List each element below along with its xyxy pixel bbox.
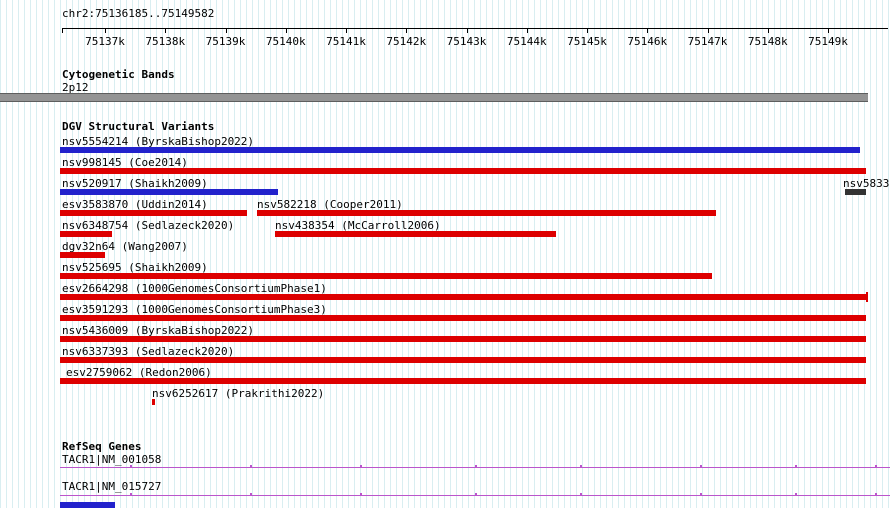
- variant-bar[interactable]: [275, 231, 556, 237]
- variant-bar[interactable]: [60, 315, 866, 321]
- variant-label[interactable]: nsv58331: [843, 177, 890, 190]
- variant-label[interactable]: nsv438354 (McCarroll2006): [275, 219, 441, 232]
- variant-bar-endcap: [866, 292, 868, 302]
- variant-bar[interactable]: [60, 336, 866, 342]
- ruler-tick-label: 75138k: [145, 35, 186, 48]
- gene-exon-mark: [360, 493, 362, 496]
- ruler-tick-label: 75149k: [808, 35, 848, 48]
- variant-bar[interactable]: [60, 168, 866, 174]
- ruler-tick-label: 75140k: [265, 35, 306, 48]
- ruler-tick: [225, 28, 227, 33]
- ruler-tick-label: 75137k: [85, 35, 125, 48]
- ruler-tick-label: 75145k: [567, 35, 607, 48]
- gene-exon-mark: [700, 465, 702, 468]
- variant-label[interactable]: esv3583870 (Uddin2014): [62, 198, 208, 211]
- variant-bar[interactable]: [60, 210, 247, 216]
- gene-exon-mark: [875, 465, 877, 468]
- ruler-tick: [647, 28, 649, 33]
- variant-label[interactable]: dgv32n64 (Wang2007): [62, 240, 188, 253]
- ruler-tick-label: 75141k: [326, 35, 366, 48]
- variant-label[interactable]: nsv5554214 (ByrskaBishop2022): [62, 135, 255, 148]
- ruler-tick-label: 75146k: [627, 35, 668, 48]
- ruler-tick: [285, 28, 287, 33]
- gene-label-nm001058[interactable]: TACR1|NM_001058: [62, 453, 162, 466]
- variant-label[interactable]: nsv525695 (Shaikh2009): [62, 261, 208, 274]
- variant-label[interactable]: nsv6252617 (Prakrithi2022): [152, 387, 325, 400]
- gene-exon-mark: [360, 465, 362, 468]
- variant-label[interactable]: nsv6337393 (Sedlazeck2020): [62, 345, 235, 358]
- gene-exon-mark: [795, 493, 797, 496]
- gene-exon-mark: [580, 493, 582, 496]
- variant-bar[interactable]: [60, 294, 866, 300]
- ruler-tick: [767, 28, 769, 33]
- ruler-tick: [62, 28, 63, 33]
- ruler-tick-label: 75144k: [506, 35, 547, 48]
- gene-exon-mark: [250, 493, 252, 496]
- variant-bar[interactable]: [845, 189, 866, 195]
- ruler-tick: [105, 28, 106, 33]
- variant-bar[interactable]: [60, 378, 866, 384]
- refseq-title: RefSeq Genes: [62, 440, 142, 453]
- cytoband-label: 2p12: [62, 81, 89, 94]
- gene-exon-mark: [130, 493, 132, 496]
- ruler-tick-label: 75147k: [687, 35, 728, 48]
- gene-exon-mark: [700, 493, 702, 496]
- variant-bar[interactable]: [60, 189, 278, 195]
- cytobands-title: Cytogenetic Bands: [62, 68, 175, 81]
- ruler-tick: [406, 28, 408, 33]
- variant-bar[interactable]: [60, 147, 860, 153]
- gene-exon-mark: [130, 465, 132, 468]
- region-label: chr2:75136185..75149582: [62, 7, 215, 20]
- variant-label[interactable]: esv2664298 (1000GenomesConsortiumPhase1): [62, 282, 327, 295]
- ruler-axis: [62, 28, 888, 29]
- gene-exon-mark: [580, 465, 582, 468]
- ruler-tick: [587, 28, 588, 33]
- ruler-tick: [346, 28, 347, 33]
- gene-exon-mark: [795, 465, 797, 468]
- gene-exon-mark: [475, 465, 477, 468]
- dgv-title: DGV Structural Variants: [62, 120, 215, 133]
- variant-bar[interactable]: [60, 273, 712, 279]
- variant-bar[interactable]: [60, 357, 866, 363]
- variant-bar[interactable]: [257, 210, 716, 216]
- gene-exon-mark: [250, 465, 252, 468]
- variant-bar[interactable]: [60, 252, 105, 258]
- ruler-tick-label: 75139k: [205, 35, 246, 48]
- variant-label[interactable]: nsv582218 (Cooper2011): [257, 198, 403, 211]
- variant-bar[interactable]: [60, 231, 112, 237]
- variant-bar[interactable]: [152, 399, 155, 405]
- variant-label[interactable]: nsv5436009 (ByrskaBishop2022): [62, 324, 255, 337]
- ruler-tick: [828, 28, 829, 33]
- variant-label[interactable]: nsv998145 (Coe2014): [62, 156, 188, 169]
- cytoband-bar: [0, 93, 868, 102]
- ruler-tick: [165, 28, 167, 33]
- ruler-tick: [707, 28, 709, 33]
- ruler-tick: [526, 28, 528, 33]
- ruler-tick-label: 75142k: [386, 35, 427, 48]
- variant-label[interactable]: esv3591293 (1000GenomesConsortiumPhase3): [62, 303, 327, 316]
- gene-exon-mark: [875, 493, 877, 496]
- gene-exon-mark: [475, 493, 477, 496]
- variant-label[interactable]: nsv520917 (Shaikh2009): [62, 177, 208, 190]
- gene-label-nm015727[interactable]: TACR1|NM_015727: [62, 480, 162, 493]
- variant-label[interactable]: esv2759062 (Redon2006): [66, 366, 212, 379]
- ruler-tick: [466, 28, 468, 33]
- ruler-tick-label: 75148k: [747, 35, 788, 48]
- ruler-tick-label: 75143k: [446, 35, 487, 48]
- partial-track-bar[interactable]: [60, 502, 115, 508]
- variant-label[interactable]: nsv6348754 (Sedlazeck2020): [62, 219, 235, 232]
